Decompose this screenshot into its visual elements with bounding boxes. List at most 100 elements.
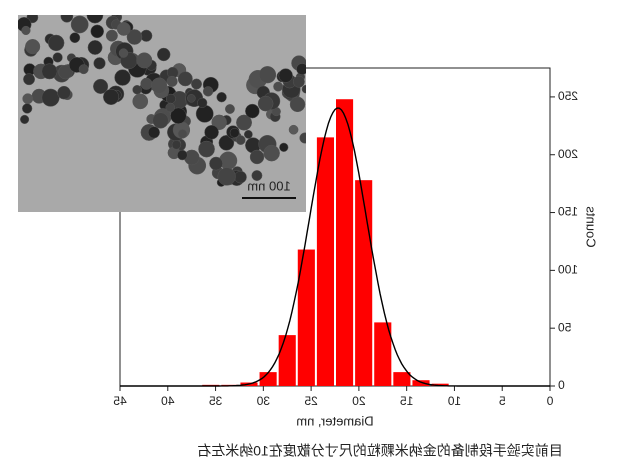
particle <box>197 97 208 108</box>
particle <box>257 95 274 112</box>
particle <box>301 84 306 94</box>
particle <box>87 40 103 55</box>
particle <box>69 32 81 43</box>
particle <box>289 96 306 113</box>
caption: 目前实验手段制备的金纳米颗粒的尺寸分散度在10纳米左右 <box>197 443 563 459</box>
particle <box>147 126 160 139</box>
particle <box>244 130 253 139</box>
particle <box>86 15 104 24</box>
particle <box>93 57 106 70</box>
particle <box>93 78 109 94</box>
particle <box>90 24 104 39</box>
particle <box>114 15 121 17</box>
particle <box>235 135 246 145</box>
particle <box>132 93 149 110</box>
particle <box>234 170 247 184</box>
particle <box>263 144 280 162</box>
particle <box>157 47 171 62</box>
histogram-bar <box>297 249 315 386</box>
x-tick-label: 30 <box>256 394 270 408</box>
particle <box>140 29 153 42</box>
y-tick-label: 200 <box>558 147 578 161</box>
particle <box>278 68 293 83</box>
particle <box>204 124 219 140</box>
particle <box>25 39 41 55</box>
particle <box>140 77 153 90</box>
particle <box>217 167 236 186</box>
y-tick-label: 150 <box>558 205 578 219</box>
particle <box>245 103 260 119</box>
particle <box>57 85 71 100</box>
particle <box>171 140 182 150</box>
particle <box>288 124 299 135</box>
x-tick-label: 10 <box>447 394 461 408</box>
particle <box>105 29 118 42</box>
histogram-bar <box>431 383 449 386</box>
x-tick-label: 20 <box>352 394 366 408</box>
particle <box>74 7 82 15</box>
x-tick-label: 25 <box>304 394 318 408</box>
particle <box>292 75 305 88</box>
fit-curve <box>120 107 550 387</box>
x-tick-label: 15 <box>400 394 414 408</box>
particle <box>299 132 306 144</box>
particle <box>136 52 153 69</box>
particle <box>249 149 265 165</box>
particle <box>70 15 89 34</box>
x-tick-label: 0 <box>546 394 553 408</box>
x-axis-label: Diameter, nm <box>296 413 373 428</box>
particle <box>258 66 277 84</box>
particle <box>97 0 108 9</box>
particle <box>209 156 223 171</box>
figure-content: 0 5 10 15 20 25 30 35 40 45 0 50 100 150 200 250 Diamete… <box>18 0 599 459</box>
particles <box>18 0 306 187</box>
particle <box>165 102 175 113</box>
particle <box>216 92 227 103</box>
particle <box>198 140 215 158</box>
x-tick-label: 35 <box>209 394 223 408</box>
particle <box>177 129 188 139</box>
particle <box>126 29 143 45</box>
particle <box>60 15 74 23</box>
particle <box>236 114 252 131</box>
particle <box>177 71 193 87</box>
particle <box>170 107 187 124</box>
histogram-bar <box>355 180 373 386</box>
particle <box>202 86 214 97</box>
y-tick-label: 50 <box>558 320 572 334</box>
histogram-bar <box>259 372 277 386</box>
particle <box>132 85 142 95</box>
particle <box>225 104 235 114</box>
particle <box>118 48 129 58</box>
particle <box>165 93 176 104</box>
histogram-bar <box>412 380 430 386</box>
histogram-bar <box>278 335 296 386</box>
plot-frame <box>119 67 551 387</box>
particle <box>103 88 120 105</box>
x-tick-label: 40 <box>161 394 175 408</box>
histogram-bar <box>393 372 411 386</box>
y-tick-label: 250 <box>558 89 578 103</box>
particle <box>21 25 31 36</box>
particle <box>47 34 65 52</box>
y-tick-label: 0 <box>558 378 565 392</box>
particle <box>187 94 196 103</box>
particle <box>211 114 227 131</box>
scale-bar-label: 100 nm <box>247 178 290 193</box>
particle <box>20 114 30 124</box>
particle <box>218 135 235 151</box>
particle <box>177 149 188 161</box>
particle <box>273 81 284 92</box>
histogram-bar <box>374 322 392 386</box>
histogram-bar <box>336 99 354 387</box>
particle <box>78 64 89 75</box>
particle <box>41 88 60 107</box>
particle <box>111 15 116 16</box>
particle <box>41 63 58 80</box>
particle <box>58 64 73 80</box>
histogram-bar <box>316 137 334 386</box>
particle <box>23 73 35 86</box>
y-axis-label: Counts <box>584 206 599 248</box>
x-tick-label: 45 <box>113 394 127 408</box>
